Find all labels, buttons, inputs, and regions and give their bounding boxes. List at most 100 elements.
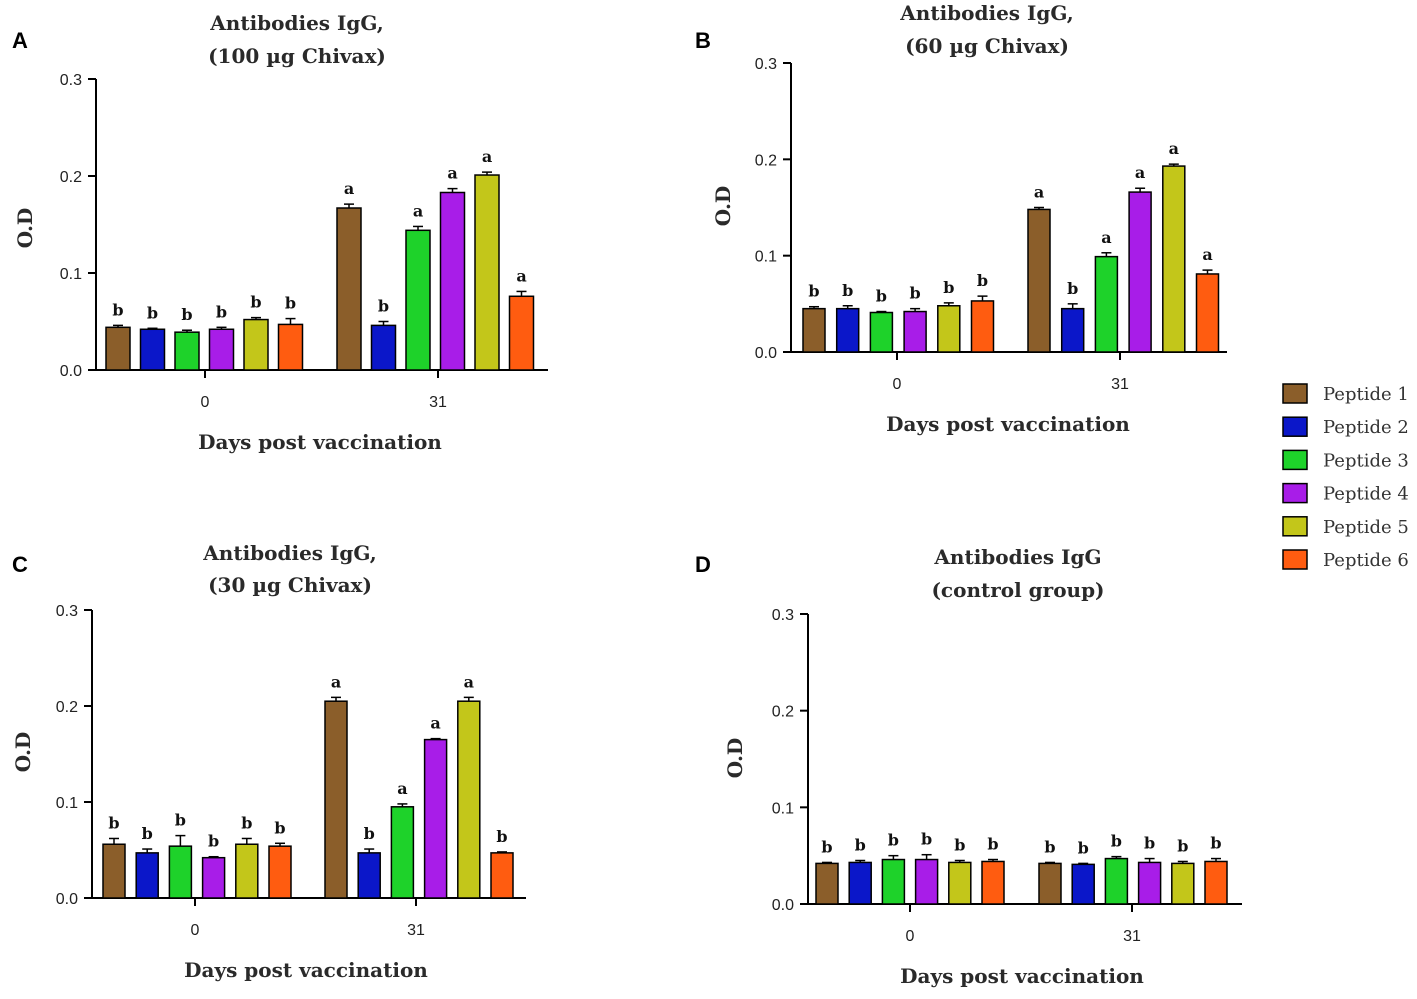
bar-peptide-1-day-31 [336,207,362,371]
significance-letter: b [977,271,988,290]
bar-peptide-5-day-0 [235,843,259,899]
bar-peptide-3-day-31 [1094,255,1119,353]
significance-letter: a [331,672,341,691]
bar-peptide-2-day-31 [1071,863,1095,905]
legend-swatch-peptide-3 [1282,449,1308,471]
legend-label: Peptide 5 [1323,517,1409,538]
chart-title-line: Antibodies IgG [933,545,1101,569]
significance-letter: b [142,824,153,843]
bar-peptide-4-day-31 [1128,191,1152,353]
significance-letter: a [344,179,354,198]
legend-swatch-peptide-6 [1282,549,1308,570]
bar-peptide-2-day-0 [135,852,159,899]
x-tick-label: 0 [201,394,210,411]
y-tick-label: 0.1 [60,266,82,283]
panel-letter: D [695,552,711,577]
y-tick-label: 0.1 [755,249,777,266]
bar-peptide-1-day-0 [105,326,131,371]
legend-label: Peptide 1 [1323,384,1409,405]
bar-peptide-4-day-0 [208,328,235,371]
bar-peptide-4-day-31 [423,738,448,899]
significance-letter: a [413,201,423,220]
legend-swatch-peptide-1 [1282,383,1308,404]
x-tick-label: 31 [429,394,447,411]
bar-peptide-4-day-0 [914,858,939,905]
y-tick-label: 0.1 [56,795,78,812]
significance-letter: a [397,779,407,798]
significance-letter: b [855,836,866,855]
x-tick-label: 0 [191,922,200,939]
x-tick-label: 31 [407,922,425,939]
bar-peptide-1-day-31 [324,700,348,899]
x-tick-label: 31 [1123,928,1141,945]
significance-letter: a [482,147,492,166]
chart-panel-c: C Antibodies IgG, (30 µg Chivax) O.D 0.0 0.1 0… [11,541,526,982]
legend-label: Peptide 4 [1323,484,1409,505]
bar-peptide-1-day-31 [1038,862,1062,905]
chart-title-line: Antibodies IgG, [209,11,383,35]
significance-letter: b [181,305,192,324]
y-tick-label: 0.0 [755,345,777,362]
bar-peptide-5-day-0 [937,305,961,353]
significance-letter: a [1135,163,1145,182]
bar-peptide-2-day-31 [370,324,397,371]
bar-peptide-1-day-0 [802,307,826,353]
bar-peptide-3-day-0 [881,858,906,905]
bar-peptide-5-day-31 [1171,862,1195,905]
significance-letter: a [1101,228,1111,247]
y-axis-label: O.D [13,208,37,249]
legend-swatch-peptide-2 [1282,416,1308,437]
significance-letter: b [216,302,227,321]
x-axis-label: Days post vaccination [886,412,1130,436]
bar-peptide-3-day-0 [174,331,200,371]
y-axis-label: O.D [711,186,735,227]
significance-letter: b [1044,837,1055,856]
bar-peptide-3-day-31 [390,806,415,899]
bar-peptide-6-day-31 [508,295,535,371]
bar-peptide-3-day-31 [1104,857,1129,905]
significance-letter: a [1034,183,1044,202]
significance-letter: a [1169,139,1179,158]
bar-peptide-3-day-0 [168,845,193,899]
chart-title-line: Antibodies IgG, [899,1,1073,25]
significance-letter: b [112,300,123,319]
y-tick-label: 0.3 [60,72,82,89]
y-tick-label: 0.2 [755,152,777,169]
y-tick-label: 0.2 [772,704,794,721]
panel-letter: A [12,28,28,53]
legend: Peptide 1 Peptide 2 Peptide 3 Peptide 4 Pept… [1282,383,1409,571]
y-tick-label: 0.2 [56,699,78,716]
chart-panel-b: B Antibodies IgG, (60 µg Chivax) O.D 0.0 0.1 0… [695,1,1227,436]
bar-peptide-2-day-0 [139,328,166,371]
x-tick-label: 0 [893,376,902,393]
significance-letter: b [108,813,119,832]
significance-letter: b [910,284,921,303]
bar-peptide-5-day-31 [457,700,481,899]
legend-label: Peptide 2 [1323,417,1409,438]
bar-peptide-6-day-0 [277,323,304,371]
bar-peptide-3-day-0 [869,311,894,353]
legend-label: Peptide 3 [1323,450,1409,471]
significance-letter: b [364,824,375,843]
significance-letter: b [987,835,998,854]
significance-letter: b [175,811,186,830]
significance-letter: a [447,164,457,183]
bar-peptide-5-day-31 [474,174,500,371]
significance-letter: b [821,837,832,856]
significance-letter: b [954,836,965,855]
x-tick-label: 31 [1111,376,1129,393]
bar-peptide-5-day-0 [948,861,972,905]
significance-letter: b [496,827,507,846]
bar-peptide-6-day-0 [970,300,995,353]
y-tick-label: 0.3 [755,56,777,73]
bar-peptide-6-day-31 [1195,273,1220,353]
bar-peptide-2-day-0 [848,861,872,905]
significance-letter: b [378,297,389,316]
chart-title-line: (30 µg Chivax) [208,573,372,597]
chart-title-line: (60 µg Chivax) [905,34,1069,58]
y-tick-label: 0.3 [772,607,794,624]
chart-title-line: (control group) [931,578,1104,602]
bar-peptide-6-day-0 [981,860,1005,905]
significance-letter: a [430,714,440,733]
